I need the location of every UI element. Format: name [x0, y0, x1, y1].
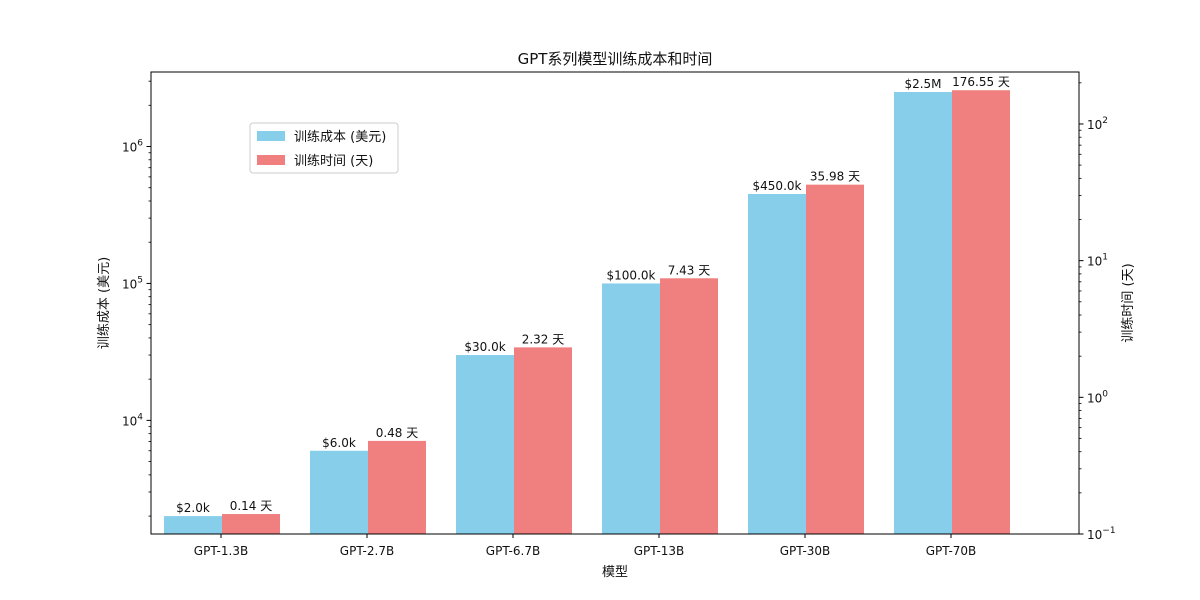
left-y-axis-title: 训练成本 (美元) — [97, 257, 112, 349]
right-y-tick-exp-2: 1 — [1102, 253, 1108, 263]
x-tick-label-0: GPT-1.3B — [194, 544, 248, 558]
cost-label-5: $2.5M — [904, 77, 941, 91]
left-y-tick-base-2: 10 — [122, 141, 137, 155]
cost-label-4: $450.0k — [753, 179, 802, 193]
time-bar-5 — [952, 90, 1010, 535]
time-bar-3 — [660, 278, 718, 534]
cost-label-0: $2.0k — [176, 501, 210, 515]
left-y-tick-label-2: 106 — [122, 139, 143, 155]
right-y-tick-label-3: 102 — [1087, 116, 1108, 132]
bars-layer — [164, 90, 1010, 535]
axes-layer: GPT-1.3B GPT-2.7B GPT-6.7B GPT-13B GPT-30B GP… — [122, 71, 1116, 558]
right-y-tick-exp-1: 0 — [1102, 389, 1108, 399]
left-y-tick-exp-1: 5 — [137, 275, 143, 285]
right-y-tick-exp-3: 2 — [1102, 116, 1108, 126]
time-label-0: 0.14 天 — [230, 499, 273, 513]
left-y-tick-label-0: 104 — [122, 412, 143, 428]
cost-bar-5 — [894, 92, 952, 535]
legend-label-cost: 训练成本 (美元) — [294, 130, 386, 145]
left-y-tick-exp-2: 6 — [137, 139, 143, 149]
left-y-tick-label-1: 105 — [122, 275, 143, 291]
cost-label-2: $30.0k — [464, 340, 505, 354]
time-label-1: 0.48 天 — [376, 426, 419, 440]
x-tick-label-1: GPT-2.7B — [340, 544, 394, 558]
time-label-4: 35.98 天 — [810, 170, 860, 184]
left-y-tick-exp-0: 4 — [137, 412, 143, 422]
x-tick-label-5: GPT-70B — [926, 544, 977, 558]
x-tick-label-4: GPT-30B — [780, 544, 831, 558]
right-y-tick-base-3: 10 — [1087, 118, 1102, 132]
left-y-tick-base-1: 10 — [122, 277, 137, 291]
time-bar-4 — [806, 184, 864, 534]
right-y-tick-base-1: 10 — [1087, 391, 1102, 405]
right-y-tick-exp-0: −1 — [1102, 526, 1115, 536]
cost-bar-1 — [310, 450, 368, 534]
right-y-tick-label-0: 10−1 — [1087, 526, 1116, 542]
right-y-tick-base-2: 10 — [1087, 255, 1102, 269]
time-label-2: 2.32 天 — [522, 332, 565, 346]
legend-label-time: 训练时间 (天) — [294, 154, 373, 169]
cost-label-3: $100.0k — [607, 268, 656, 282]
data-labels-layer: $2.0k $6.0k $30.0k $100.0k $450.0k $2.5M 0.14 … — [176, 75, 1010, 515]
left-y-tick-base-0: 10 — [122, 414, 137, 428]
cost-bar-4 — [748, 193, 806, 534]
time-label-3: 7.43 天 — [668, 263, 711, 277]
right-y-tick-base-0: 10 — [1087, 528, 1102, 542]
cost-label-1: $6.0k — [322, 436, 356, 450]
right-y-tick-label-1: 100 — [1087, 389, 1108, 405]
time-label-5: 176.55 天 — [952, 75, 1010, 89]
chart-title: GPT系列模型训练成本和时间 — [518, 50, 713, 68]
cost-bar-3 — [602, 283, 660, 534]
x-axis-title: 模型 — [602, 565, 628, 580]
plot-frame — [150, 71, 1080, 535]
x-tick-label-3: GPT-13B — [634, 544, 685, 558]
legend-frame — [249, 122, 399, 174]
time-bar-1 — [368, 440, 426, 534]
legend: 训练成本 (美元) 训练时间 (天) — [249, 122, 399, 174]
legend-swatch-cost — [257, 131, 285, 141]
right-y-axis-title: 训练时间 (天) — [1121, 263, 1136, 342]
time-bar-2 — [514, 347, 572, 534]
x-tick-label-2: GPT-6.7B — [486, 544, 540, 558]
time-bar-0 — [222, 514, 280, 534]
legend-swatch-time — [257, 155, 285, 165]
right-y-tick-label-2: 101 — [1087, 253, 1108, 269]
cost-bar-2 — [456, 355, 514, 534]
cost-bar-0 — [164, 516, 222, 534]
